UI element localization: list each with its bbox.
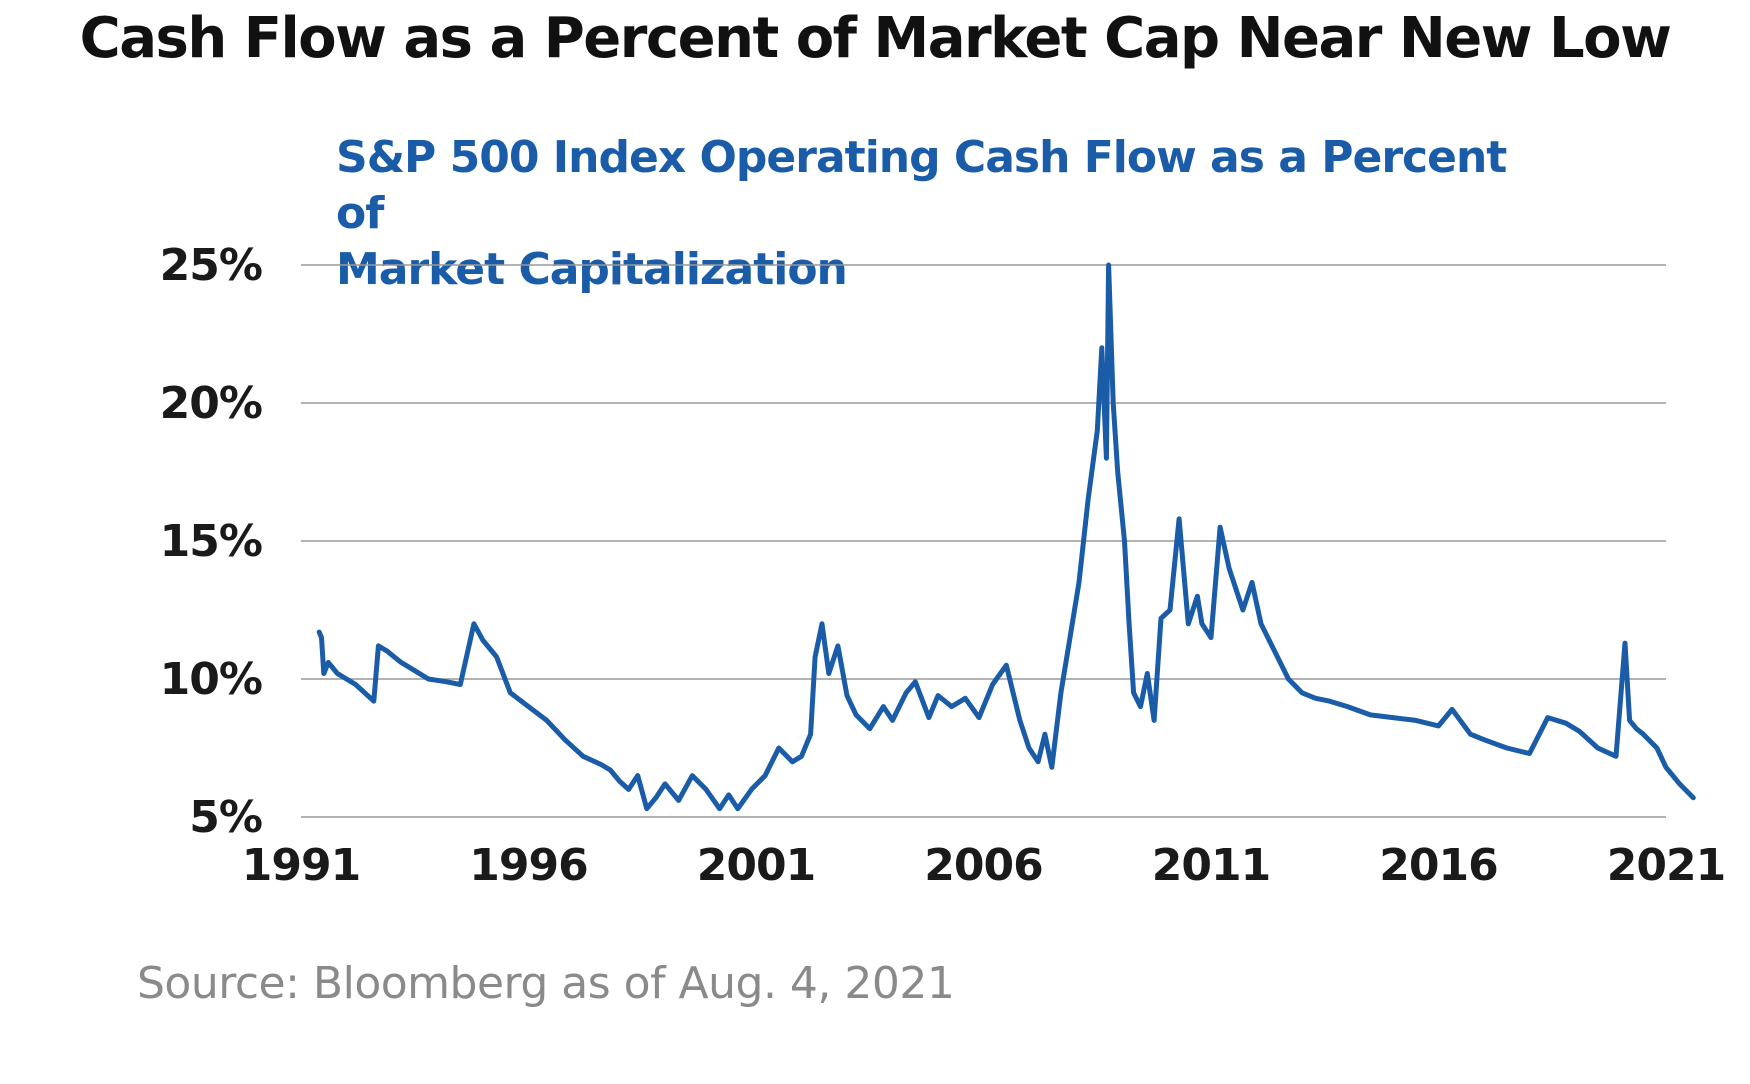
y-axis-tick-labels: 5% 10% 15% 20% 25% xyxy=(160,240,263,843)
x-axis-tick-labels: 1991 1996 2001 2006 2011 2016 2021 xyxy=(242,840,1726,891)
source-note: Source: Bloomberg as of Aug. 4, 2021 xyxy=(137,958,955,1009)
y-tick-label: 25% xyxy=(160,240,262,291)
x-tick-label: 1991 xyxy=(242,840,360,891)
gridlines xyxy=(301,264,1666,818)
x-tick-label: 1996 xyxy=(469,840,587,891)
chart-subtitle-line-1: S&P 500 Index Operating Cash Flow as a P… xyxy=(336,132,1507,239)
x-tick-label: 2016 xyxy=(1379,840,1497,891)
y-tick-label: 5% xyxy=(189,792,262,843)
series-line xyxy=(316,262,1696,812)
x-tick-label: 2011 xyxy=(1152,840,1270,891)
chart-subtitle-line-2: Market Capitalization xyxy=(336,244,848,295)
x-tick-label: 2001 xyxy=(697,840,815,891)
line-chart: 5% 10% 15% 20% 25% 1991 1996 2001 2006 2011 2016 2… xyxy=(160,240,1727,891)
y-tick-label: 10% xyxy=(160,654,262,705)
x-tick-label: 2021 xyxy=(1607,840,1725,891)
x-tick-label: 2006 xyxy=(924,840,1042,891)
page-title: Cash Flow as a Percent of Market Cap Nea… xyxy=(79,6,1672,71)
y-tick-label: 20% xyxy=(160,378,262,429)
y-tick-label: 15% xyxy=(160,516,262,567)
chart-subtitle: S&P 500 Index Operating Cash Flow as a P… xyxy=(336,130,1536,298)
series-group xyxy=(316,262,1696,812)
